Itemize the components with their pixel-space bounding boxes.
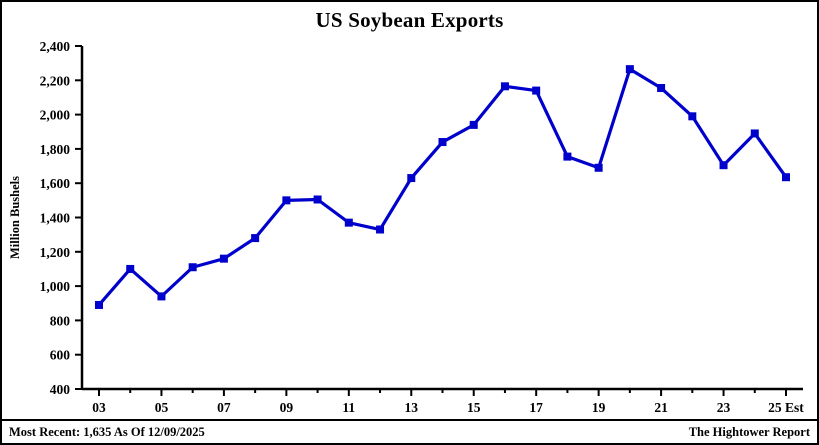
footer-source: The Hightower Report: [688, 424, 810, 439]
y-tick-label: 1,600: [40, 176, 71, 191]
data-point: [157, 292, 166, 301]
data-point: [251, 234, 260, 243]
x-tick-label: 13: [405, 400, 419, 415]
footer-bar: Most Recent: 1,635 As Of 12/09/2025 The …: [2, 419, 817, 443]
y-axis-label: Million Bushels: [8, 176, 22, 259]
x-tick-label: 23: [717, 400, 731, 415]
x-tick-label: 03: [92, 400, 106, 415]
data-point: [657, 84, 666, 93]
y-tick-label: 1,400: [40, 211, 71, 226]
x-tick-label: 11: [342, 400, 355, 415]
y-tick-label: 2,400: [40, 39, 71, 54]
data-point: [126, 264, 135, 273]
data-point: [563, 152, 572, 161]
data-point: [500, 82, 509, 91]
data-point: [344, 218, 353, 227]
data-point: [376, 225, 385, 234]
data-point: [469, 120, 478, 129]
x-tick-label: 07: [217, 400, 231, 415]
y-tick-label: 600: [50, 348, 71, 363]
x-tick-label: 19: [592, 400, 606, 415]
x-tick-label: 21: [654, 400, 668, 415]
x-tick-label: 25 Est: [768, 400, 804, 415]
data-point: [219, 254, 228, 263]
x-tick-label: 09: [280, 400, 294, 415]
footer-most-recent: Most Recent: 1,635 As Of 12/09/2025: [9, 424, 205, 439]
data-point: [188, 263, 197, 272]
x-tick-label: 05: [155, 400, 169, 415]
data-point: [688, 112, 697, 121]
data-point: [407, 174, 416, 183]
y-tick-label: 2,200: [40, 73, 71, 88]
data-point: [750, 129, 759, 138]
y-tick-label: 1,000: [40, 279, 71, 294]
soybean-exports-line-chart: 400 600 800 1,000 1,200 1,400 1,600 1,800 2,000 2…: [8, 39, 804, 415]
data-point: [313, 195, 322, 204]
data-point: [282, 196, 291, 205]
data-point: [532, 86, 541, 95]
chart-title: US Soybean Exports: [315, 8, 504, 32]
data-point: [625, 65, 634, 74]
data-line: [97, 67, 788, 307]
y-tick-label: 1,800: [40, 142, 71, 157]
data-point: [719, 161, 728, 170]
data-point: [438, 138, 447, 147]
data-point: [594, 163, 603, 172]
x-tick-label: 15: [467, 400, 481, 415]
y-tick-label: 800: [50, 313, 71, 328]
y-tick-label: 400: [50, 382, 71, 397]
y-tick-label: 1,200: [40, 245, 71, 260]
x-tick-label: 17: [529, 400, 543, 415]
data-point: [782, 173, 790, 182]
y-tick-label: 2,000: [40, 108, 71, 123]
data-point: [95, 300, 103, 309]
